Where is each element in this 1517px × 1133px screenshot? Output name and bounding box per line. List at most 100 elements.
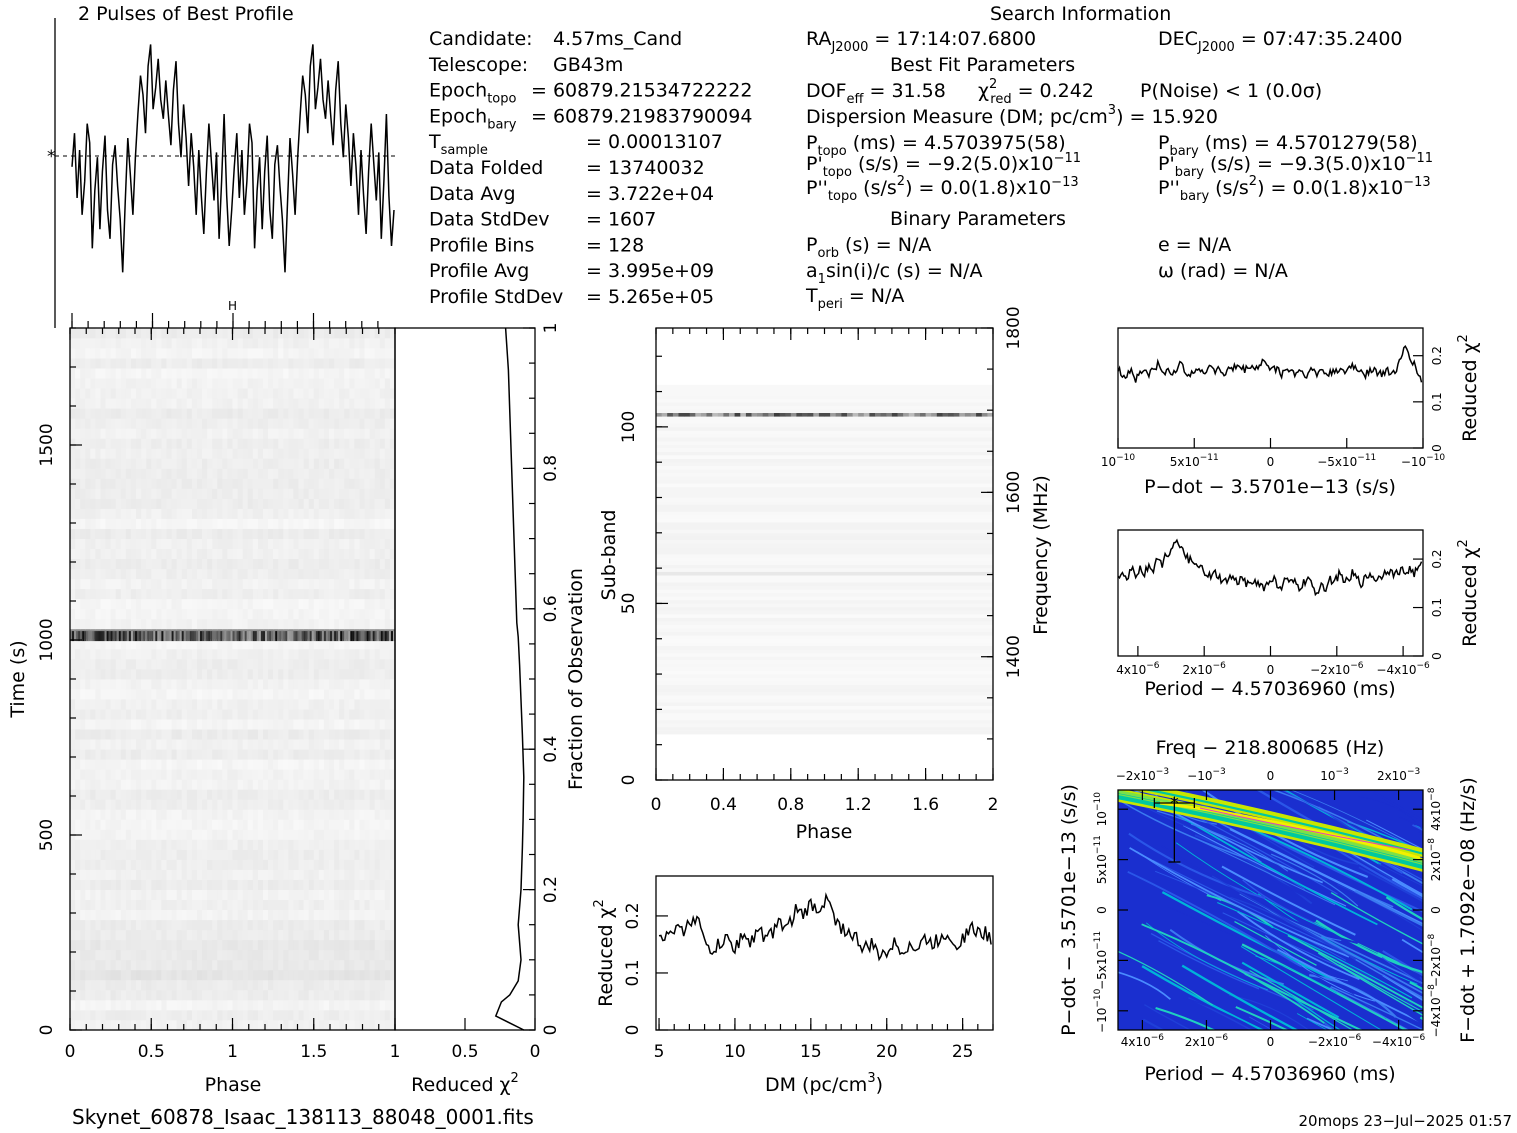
time-phase-cell [115, 859, 122, 870]
time-phase-cell [283, 909, 289, 921]
time-phase-cell [130, 889, 137, 900]
candidate-info-value: = 1607 [586, 209, 656, 231]
time-phase-cell [207, 929, 213, 941]
time-phase-cell [202, 999, 208, 1011]
time-phase-cell [90, 969, 96, 981]
time-phase-cell [242, 789, 249, 800]
time-phase-cell [100, 658, 106, 670]
time-phase-cell [85, 669, 91, 680]
time-phase-cell [252, 498, 259, 509]
time-phase-cell [318, 829, 325, 840]
time-phase-cell [161, 558, 167, 570]
time-phase-pulse-cell [287, 631, 290, 642]
time-phase-cell [313, 498, 320, 509]
time-phase-cell [334, 388, 340, 399]
time-phase-cell [171, 1020, 178, 1031]
time-phase-cell [151, 658, 157, 670]
time-phase-cell [85, 879, 91, 890]
time-phase-cell [252, 869, 259, 880]
time-phase-cell [278, 418, 284, 429]
time-phase-cell [329, 328, 335, 339]
time-phase-cell [237, 598, 244, 610]
time-phase-cell [359, 1009, 365, 1021]
time-phase-cell [374, 538, 381, 549]
time-phase-cell [268, 999, 274, 1011]
time-phase-cell [339, 368, 345, 379]
time-phase-cell [237, 658, 244, 670]
time-phase-pulse-cell [330, 631, 333, 642]
time-phase-cell [329, 919, 335, 931]
time-phase-cell [70, 528, 76, 539]
time-phase-cell [334, 849, 340, 860]
time-phase-cell [166, 568, 172, 580]
time-phase-cell [207, 1009, 213, 1021]
time-phase-cell [359, 999, 365, 1011]
time-phase-cell [136, 548, 142, 559]
time-phase-cell [176, 939, 183, 951]
time-phase-pulse-cell [106, 631, 109, 642]
time-phase-cell [308, 849, 315, 860]
time-phase-cell [379, 388, 386, 399]
subband-cell [656, 497, 994, 502]
time-phase-cell [212, 829, 218, 840]
time-phase-cell [141, 548, 147, 559]
time-phase-cell [364, 558, 370, 570]
time-phase-cell [176, 658, 183, 670]
time-phase-cell [283, 999, 289, 1011]
time-phase-cell [323, 648, 330, 660]
time-phase-cell [191, 368, 198, 379]
time-phase-cell [80, 508, 86, 519]
time-phase-cell [344, 568, 350, 580]
time-phase-cell [313, 558, 320, 570]
time-phase-cell [100, 999, 106, 1011]
time-phase-cell [100, 328, 106, 339]
time-phase-cell [186, 789, 193, 800]
time-phase-cell [197, 689, 203, 700]
time-phase-cell [85, 979, 91, 991]
time-phase-cell [75, 819, 81, 830]
time-phase-cell [389, 669, 396, 680]
time-phase-ylabel: Time (s) [7, 640, 29, 718]
time-phase-cell [166, 558, 172, 570]
time-phase-cell [273, 538, 279, 549]
time-phase-cell [166, 879, 172, 890]
time-phase-cell [278, 729, 284, 740]
time-phase-cell [161, 869, 167, 880]
time-phase-cell [364, 819, 370, 830]
time-phase-pulse-cell [96, 631, 99, 642]
time-phase-cell [339, 338, 345, 349]
time-phase-cell [318, 789, 325, 800]
time-phase-cell [247, 488, 254, 499]
time-phase-cell [161, 438, 167, 449]
time-phase-cell [349, 468, 355, 479]
time-phase-cell [252, 709, 259, 720]
time-phase-cell [95, 769, 101, 780]
time-phase-cell [186, 458, 193, 469]
time-phase-cell [298, 358, 304, 369]
pnoise-row: P(Noise) < 1 (0.0σ) [1140, 80, 1322, 102]
time-phase-cell [313, 849, 320, 860]
time-phase-cell [80, 829, 86, 840]
time-phase-cell [176, 358, 183, 369]
time-phase-cell [125, 658, 132, 670]
time-phase-cell [130, 789, 137, 800]
time-phase-cell [222, 438, 228, 449]
time-phase-cell [156, 1009, 162, 1021]
time-phase-cell [359, 809, 365, 820]
time-phase-cell [70, 498, 76, 509]
time-phase-pulse-cell [155, 631, 158, 642]
time-phase-cell [151, 578, 157, 590]
time-phase-cell [334, 368, 340, 379]
time-phase-cell [263, 749, 269, 760]
time-phase-cell [247, 618, 254, 630]
time-phase-cell [202, 578, 208, 590]
time-phase-cell [110, 829, 117, 840]
time-phase-cell [374, 1009, 381, 1021]
time-phase-cell [75, 338, 81, 349]
subband-cell [656, 395, 994, 399]
time-phase-cell [283, 709, 289, 720]
time-phase-cell [278, 348, 284, 359]
time-phase-cell [288, 408, 294, 419]
time-phase-cell [141, 769, 147, 780]
time-phase-cell [100, 699, 106, 710]
